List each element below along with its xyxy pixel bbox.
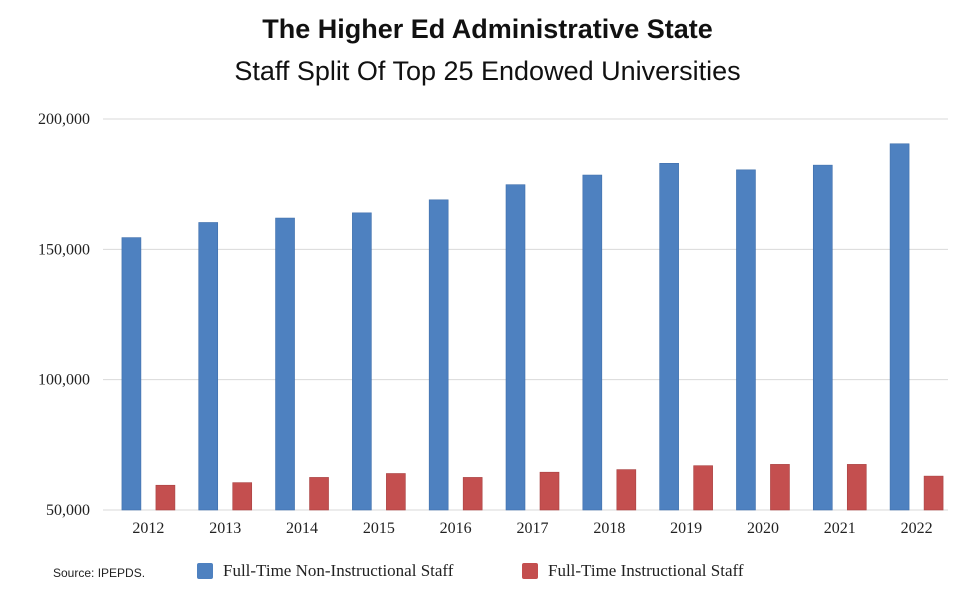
bar-instructional-2013 [232, 482, 253, 511]
bar-instructional-2014 [309, 477, 329, 511]
y-tick-label: 150,000 [38, 241, 90, 258]
bar-instructional-2022 [923, 475, 944, 511]
bar-non-instructional-2021 [812, 164, 833, 511]
bar-instructional-2015 [386, 473, 406, 511]
x-tick-label: 2020 [747, 520, 779, 537]
x-tick-label: 2014 [286, 520, 318, 537]
y-tick-label: 200,000 [38, 111, 90, 128]
bar-non-instructional-2022 [889, 143, 910, 511]
legend-swatch-instructional [522, 563, 538, 579]
x-tick-label: 2021 [824, 520, 856, 537]
bar-non-instructional-2018 [582, 174, 603, 511]
bar-instructional-2020 [770, 464, 790, 511]
y-tick-label: 50,000 [46, 502, 90, 519]
x-tick-label: 2022 [901, 520, 933, 537]
bar-instructional-2018 [616, 469, 637, 511]
bar-instructional-2016 [462, 477, 483, 511]
x-tick-label: 2019 [670, 520, 702, 537]
x-tick-label: 2018 [593, 520, 625, 537]
bar-non-instructional-2016 [428, 199, 449, 511]
legend-item-instructional: Full-Time Instructional Staff [522, 561, 744, 581]
bar-non-instructional-2014 [275, 217, 295, 511]
legend-label-instructional: Full-Time Instructional Staff [548, 561, 744, 580]
bar-non-instructional-2013 [198, 222, 219, 511]
bar-non-instructional-2012 [121, 237, 142, 511]
x-tick-label: 2015 [363, 520, 395, 537]
legend-label-non-instructional: Full-Time Non-Instructional Staff [223, 561, 454, 580]
chart-title: The Higher Ed Administrative State [262, 14, 713, 44]
chart-subtitle: Staff Split Of Top 25 Endowed Universiti… [234, 56, 741, 86]
bar-non-instructional-2019 [659, 163, 679, 511]
bar-non-instructional-2020 [736, 169, 756, 511]
legend-swatch-non-instructional [197, 563, 213, 579]
x-tick-label: 2017 [517, 520, 549, 537]
y-tick-label: 100,000 [38, 372, 90, 389]
bar-non-instructional-2015 [352, 212, 372, 511]
bar-instructional-2019 [693, 465, 713, 511]
bar-non-instructional-2017 [505, 184, 526, 511]
x-tick-label: 2013 [209, 520, 241, 537]
bar-instructional-2012 [155, 484, 176, 511]
source-note: Source: IPEPDS. [53, 566, 146, 580]
bar-instructional-2017 [539, 471, 560, 511]
bar-instructional-2021 [846, 464, 867, 511]
x-tick-label: 2016 [440, 520, 472, 537]
legend-item-non-instructional: Full-Time Non-Instructional Staff [197, 561, 453, 581]
x-tick-label: 2012 [132, 520, 164, 537]
